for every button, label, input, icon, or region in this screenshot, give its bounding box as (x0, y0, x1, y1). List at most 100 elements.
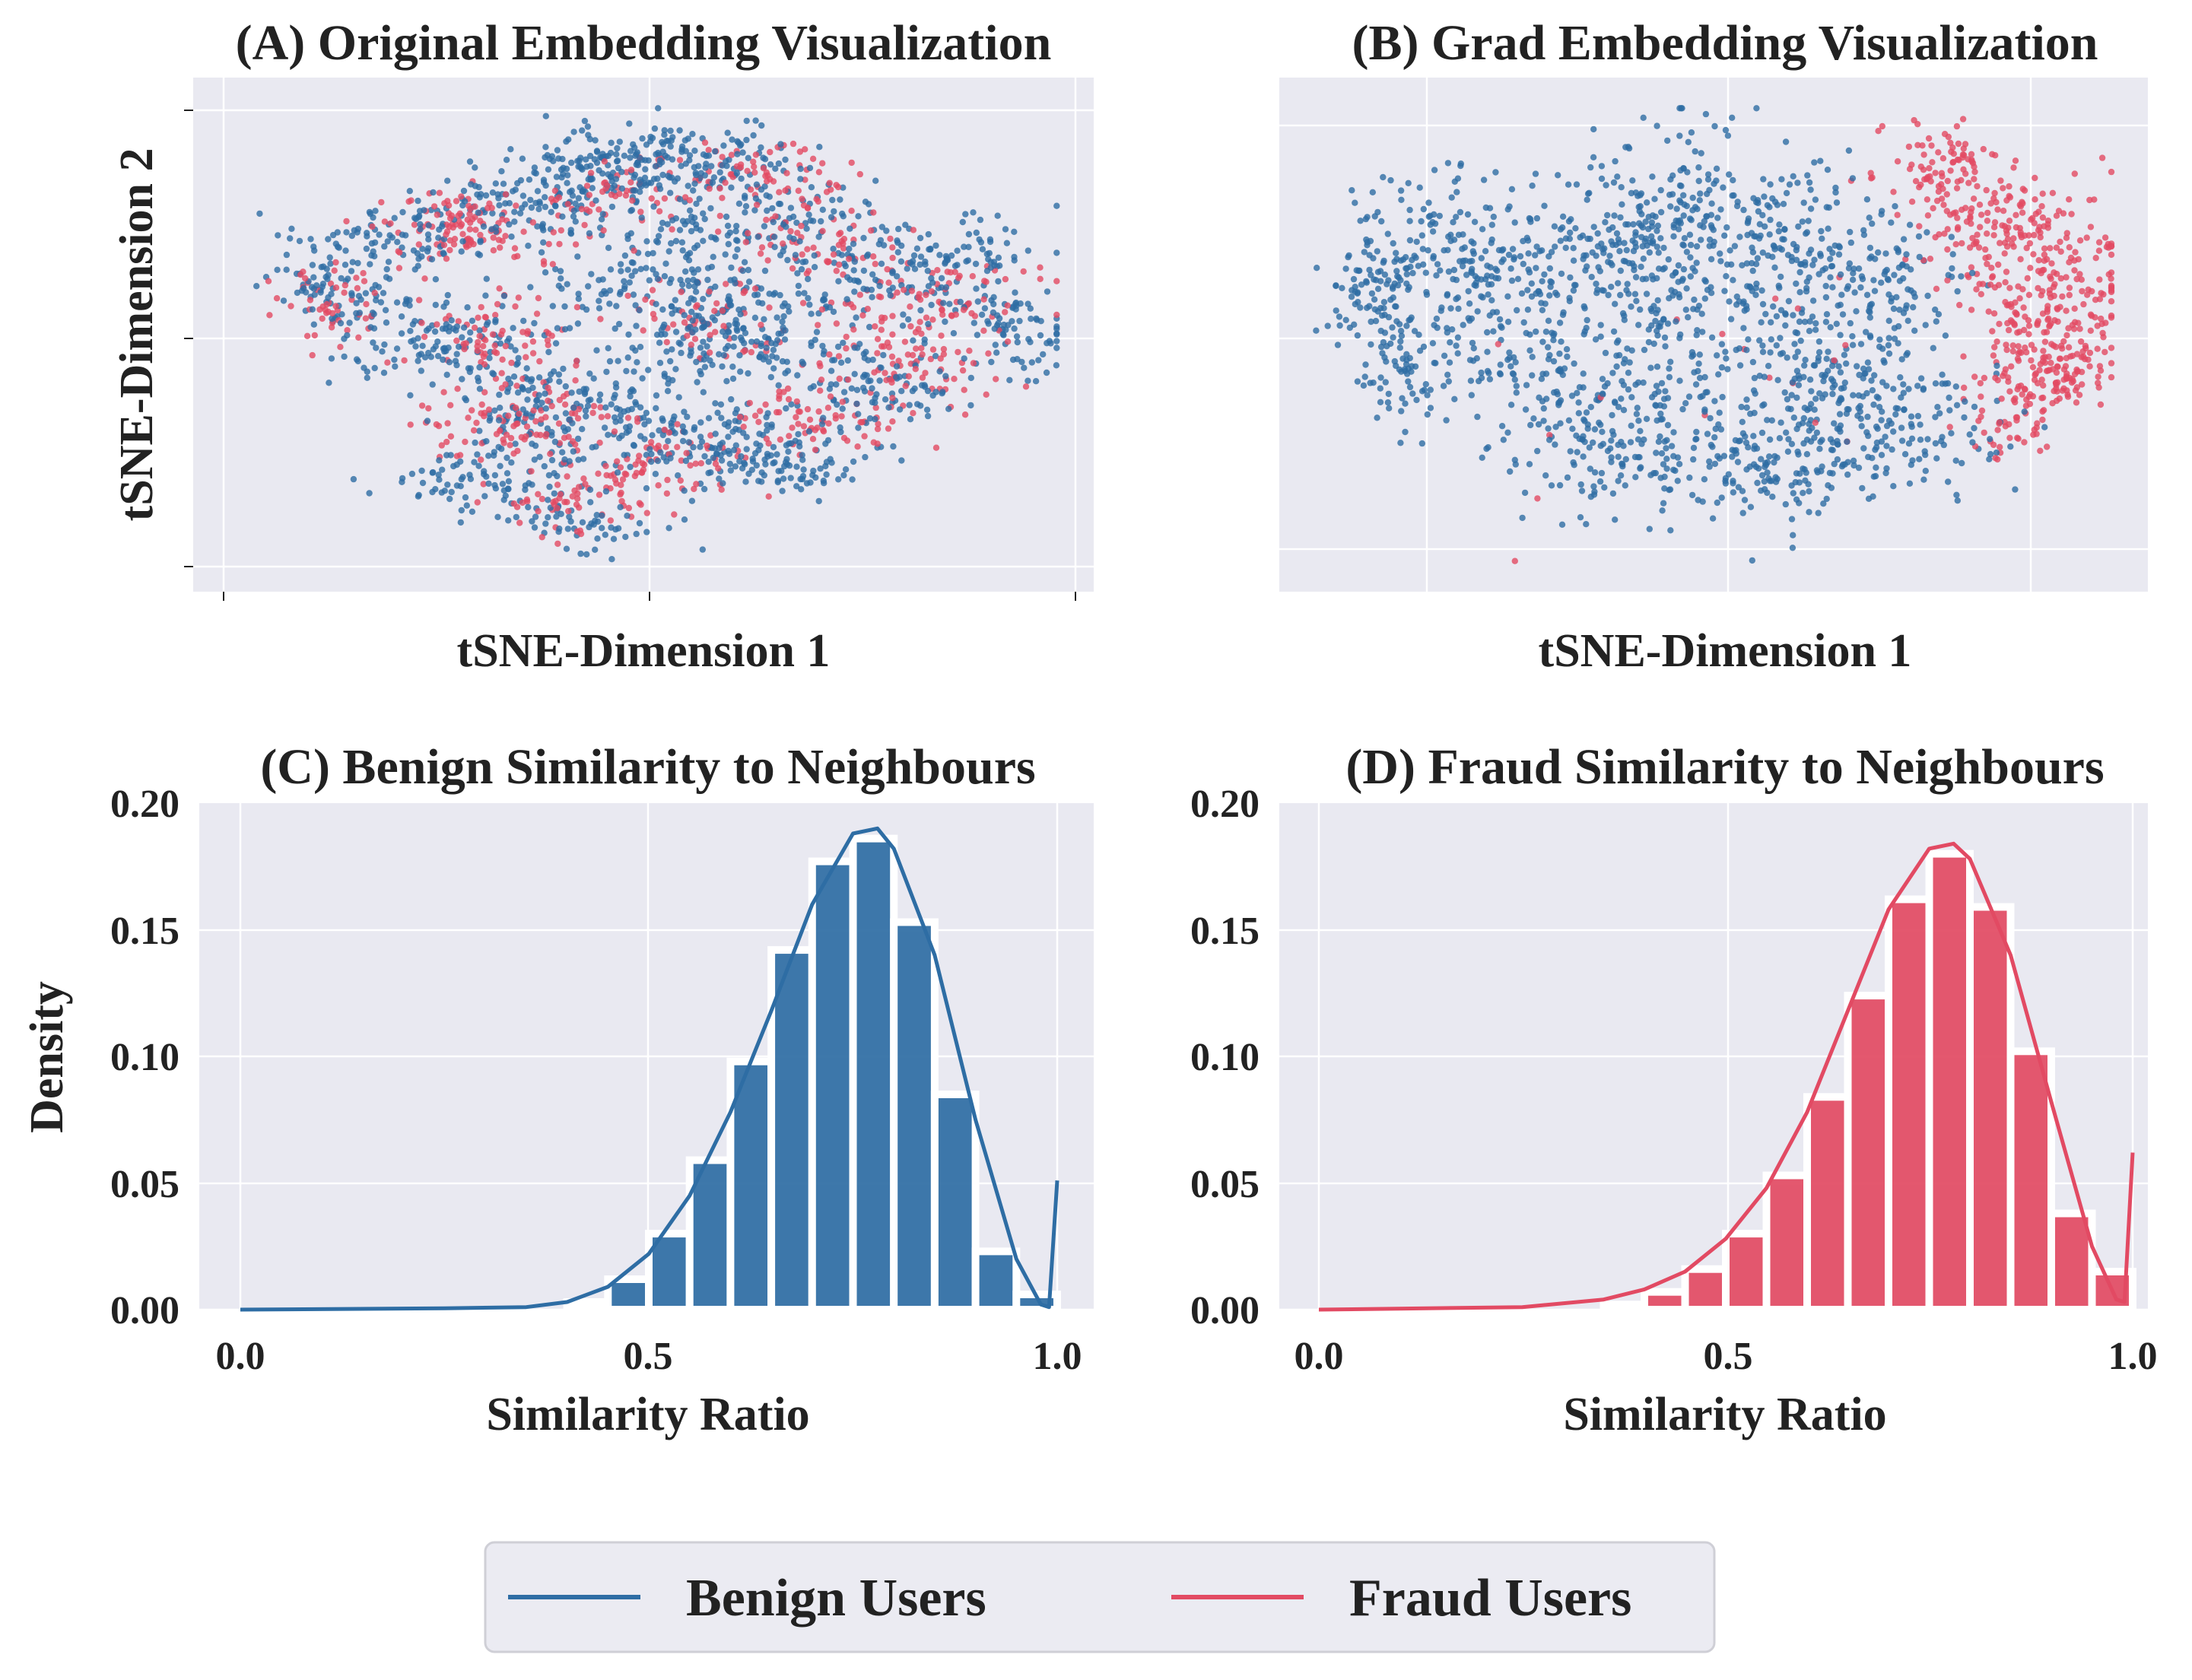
scatter-point-benign-users (1418, 218, 1425, 225)
scatter-point-benign-users (728, 395, 735, 403)
scatter-point-fraud-users (828, 299, 835, 306)
scatter-point-benign-users (1660, 500, 1667, 507)
scatter-point-benign-users (1521, 489, 1529, 497)
scatter-point-benign-users (428, 256, 436, 263)
scatter-point-benign-users (512, 186, 519, 193)
scatter-point-benign-users (795, 282, 802, 290)
scatter-point-fraud-users (693, 481, 700, 487)
scatter-point-benign-users (608, 139, 615, 146)
scatter-point-benign-users (1366, 266, 1373, 274)
scatter-point-benign-users (1540, 418, 1547, 424)
scatter-point-benign-users (1482, 248, 1489, 255)
scatter-point-benign-users (939, 389, 946, 395)
scatter-point-fraud-users (2076, 271, 2083, 278)
scatter-point-fraud-users (889, 313, 896, 319)
scatter-point-fraud-users (889, 244, 896, 251)
scatter-point-fraud-users (1875, 128, 1882, 135)
scatter-point-fraud-users (481, 413, 488, 420)
scatter-point-benign-users (1754, 255, 1762, 262)
scatter-point-benign-users (309, 262, 316, 268)
scatter-point-benign-users (742, 209, 748, 216)
scatter-point-benign-users (1866, 309, 1873, 316)
scatter-point-benign-users (1749, 259, 1755, 267)
scatter-point-benign-users (830, 246, 837, 252)
scatter-point-benign-users (725, 423, 732, 430)
scatter-point-benign-users (406, 188, 413, 195)
scatter-point-fraud-users (872, 323, 878, 330)
panel-a-title: (A) Original Embedding Visualization (236, 15, 1052, 71)
scatter-point-fraud-users (607, 517, 614, 524)
scatter-point-fraud-users (887, 235, 894, 243)
scatter-point-fraud-users (2006, 284, 2013, 291)
scatter-point-benign-users (1898, 356, 1905, 363)
scatter-point-benign-users (1590, 439, 1596, 446)
scatter-point-benign-users (491, 407, 498, 414)
scatter-point-benign-users (1586, 444, 1593, 451)
scatter-point-benign-users (1485, 291, 1492, 298)
scatter-point-benign-users (1752, 291, 1759, 298)
scatter-point-benign-users (1575, 399, 1582, 406)
scatter-point-benign-users (894, 273, 901, 280)
scatter-point-benign-users (1575, 410, 1582, 417)
scatter-point-benign-users (992, 341, 999, 348)
scatter-point-benign-users (1753, 280, 1760, 287)
scatter-point-benign-users (665, 138, 672, 144)
scatter-point-benign-users (1583, 325, 1590, 332)
scatter-point-fraud-users (806, 416, 814, 423)
scatter-point-benign-users (1946, 407, 1953, 414)
scatter-point-benign-users (1683, 285, 1690, 292)
scatter-point-fraud-users (656, 208, 663, 214)
scatter-point-benign-users (1349, 287, 1355, 294)
scatter-point-fraud-users (552, 196, 560, 203)
scatter-point-fraud-users (795, 187, 802, 194)
scatter-point-benign-users (1780, 201, 1787, 208)
scatter-point-benign-users (844, 357, 852, 364)
scatter-point-fraud-users (740, 424, 747, 430)
scatter-point-benign-users (957, 298, 964, 306)
scatter-point-benign-users (1539, 398, 1546, 405)
scatter-point-benign-users (605, 431, 612, 438)
scatter-point-fraud-users (602, 179, 608, 186)
scatter-point-fraud-users (1990, 441, 1997, 449)
scatter-point-benign-users (1445, 268, 1453, 275)
scatter-point-benign-users (739, 149, 746, 156)
scatter-point-benign-users (967, 374, 975, 382)
scatter-point-benign-users (775, 330, 782, 337)
scatter-point-fraud-users (889, 395, 896, 402)
scatter-point-fraud-users (574, 495, 581, 502)
scatter-point-benign-users (924, 268, 932, 275)
scatter-point-benign-users (727, 302, 735, 309)
scatter-point-benign-users (1750, 195, 1757, 202)
scatter-point-fraud-users (502, 342, 509, 350)
scatter-point-fraud-users (497, 427, 504, 434)
scatter-point-fraud-users (789, 140, 797, 148)
scatter-point-benign-users (701, 215, 708, 223)
scatter-point-benign-users (545, 472, 553, 479)
scatter-point-benign-users (482, 192, 490, 199)
panel-a-ticks (184, 110, 1076, 601)
scatter-point-benign-users (1418, 388, 1426, 395)
scatter-point-benign-users (1431, 360, 1438, 367)
scatter-point-benign-users (1785, 297, 1793, 305)
scatter-point-benign-users (621, 278, 627, 284)
scatter-point-benign-users (1486, 376, 1494, 383)
scatter-point-benign-users (565, 136, 572, 143)
scatter-point-fraud-users (480, 353, 488, 360)
scatter-point-fraud-users (1983, 186, 1990, 194)
scatter-point-fraud-users (1978, 413, 1984, 421)
scatter-point-fraud-users (948, 313, 955, 319)
scatter-point-benign-users (434, 353, 442, 360)
scatter-point-benign-users (633, 530, 640, 538)
scatter-point-benign-users (551, 490, 558, 497)
scatter-point-benign-users (535, 374, 543, 381)
scatter-point-benign-users (1615, 453, 1622, 460)
scatter-point-fraud-users (480, 343, 487, 350)
scatter-point-fraud-users (1990, 224, 1998, 230)
scatter-point-benign-users (1555, 399, 1562, 406)
scatter-point-benign-users (753, 440, 760, 447)
scatter-point-benign-users (1873, 423, 1880, 430)
scatter-point-fraud-users (1984, 260, 1990, 268)
scatter-point-fraud-users (833, 268, 840, 275)
scatter-point-benign-users (1514, 275, 1522, 282)
scatter-point-fraud-users (839, 399, 847, 405)
